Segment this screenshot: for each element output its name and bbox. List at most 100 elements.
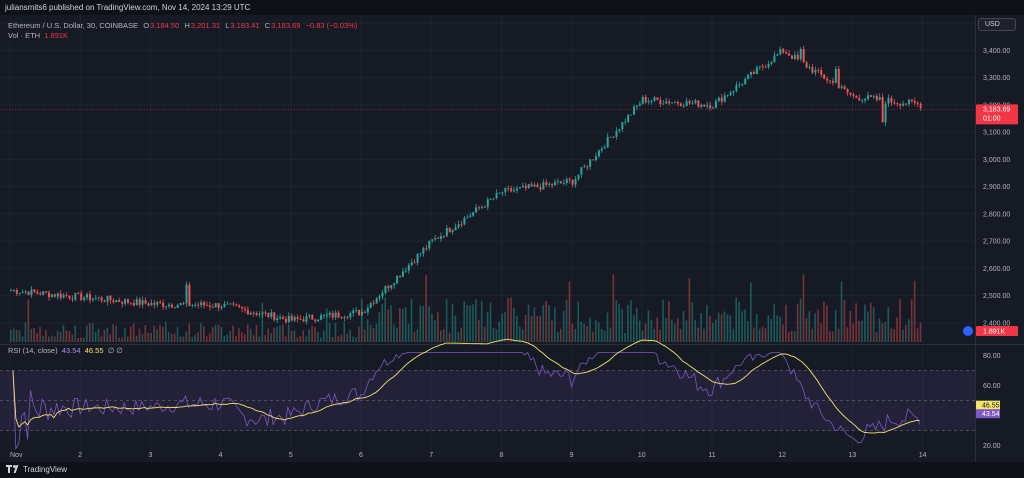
candle-body [741, 84, 744, 86]
volume-bar [513, 307, 515, 342]
volume-bar [539, 315, 542, 342]
price-tick-label: 2,700.00 [983, 239, 1010, 246]
candle-body [320, 315, 323, 320]
candle-body [185, 284, 188, 304]
volume-bar [284, 336, 287, 342]
volume-bar [685, 320, 688, 342]
candle-body [653, 97, 656, 101]
candle-body [325, 314, 328, 316]
chart-area[interactable]: 3,500.003,400.003,300.003,200.003,100.00… [0, 15, 1024, 462]
volume-bar [428, 306, 430, 342]
high-value: 3,201.31 [190, 21, 221, 30]
candle-body [697, 100, 700, 107]
candle-body [24, 291, 27, 293]
volume-bar [165, 321, 167, 342]
volume-bar [261, 302, 264, 342]
candle-body [45, 291, 48, 293]
rsi-tick-label: 80.00 [983, 353, 1001, 360]
candle-body [159, 301, 162, 303]
candle-body [428, 240, 431, 249]
candle-body [688, 101, 691, 104]
volume-bar [372, 327, 375, 342]
current-price-tag [976, 104, 1018, 125]
volume-bar [638, 320, 641, 342]
candle-body [173, 307, 176, 309]
candle-body [223, 303, 226, 307]
time-tick-label: 9 [570, 452, 574, 459]
volume-bar [782, 324, 784, 342]
candle-body [720, 97, 723, 102]
volume-bar [846, 327, 849, 342]
candle-body [182, 303, 185, 304]
candle-body [820, 70, 823, 75]
candle-body [311, 315, 314, 320]
candle-body [244, 308, 246, 310]
candle-body [71, 298, 74, 300]
volume-bar [750, 282, 752, 342]
candle-body [328, 312, 331, 315]
candle-body [109, 295, 112, 301]
volume-bar [255, 324, 258, 342]
candle-body [153, 303, 156, 305]
volume-bar [659, 329, 661, 342]
volume-bar [837, 328, 840, 342]
volume-bar [173, 333, 176, 342]
candle-body [890, 97, 893, 103]
candle-body [129, 302, 132, 304]
volume-bar [244, 334, 246, 342]
candle-body [86, 294, 89, 298]
volume-bar [422, 306, 425, 342]
volume-bar [59, 332, 62, 342]
candle-body [533, 184, 536, 187]
candle-body [776, 54, 779, 56]
candle-body [77, 293, 80, 294]
rsi-legend[interactable]: RSI (14, close) 43.54 46.55 ∅ ∅ [8, 346, 123, 355]
candle-body [592, 159, 595, 161]
candle-body [15, 290, 18, 294]
candle-body [132, 303, 135, 306]
volume-bar [147, 332, 150, 342]
open-value: 3,184.50 [150, 21, 180, 30]
candle-body [633, 106, 636, 115]
candle-body [393, 283, 396, 286]
time-tick-label: 5 [289, 452, 293, 459]
candle-body [106, 295, 109, 302]
candle-body [290, 315, 293, 321]
volume-bar [697, 327, 699, 342]
chart-canvas[interactable]: 3,500.003,400.003,300.003,200.003,100.00… [0, 15, 1024, 462]
rsi-tag [976, 409, 1000, 419]
price-tick-label: 2,800.00 [983, 211, 1010, 218]
volume-bar [773, 303, 776, 342]
volume-bar [662, 299, 664, 342]
candle-body [843, 86, 846, 90]
tradingview-logo[interactable]: TradingView [6, 465, 67, 474]
volume-bar [404, 307, 407, 342]
volume-bar [399, 307, 401, 342]
volume-bar [217, 324, 220, 342]
symbol-legend[interactable]: Ethereum / U.S. Dollar, 30, COINBASE O3,… [8, 21, 358, 30]
high-label: H [184, 21, 190, 30]
volume-bar [896, 317, 898, 342]
candle-body [249, 312, 252, 315]
candle-body [124, 299, 127, 304]
rsi-tick-label: 60.00 [983, 383, 1001, 390]
candle-body [372, 303, 375, 305]
candle-body [551, 183, 554, 186]
candle-body [59, 293, 62, 298]
volume-legend[interactable]: Vol · ETH 1.891K [8, 31, 68, 40]
currency-button[interactable]: USD [978, 18, 1016, 31]
volume-bar [431, 313, 433, 342]
candle-body [156, 301, 159, 305]
candle-body [214, 303, 217, 308]
candle-body [39, 293, 42, 295]
volume-bar [460, 327, 463, 342]
volume-bar [551, 320, 553, 342]
volume-bar [609, 327, 612, 342]
candle-body [586, 166, 589, 168]
time-tick-label: 12 [778, 452, 786, 459]
volume-bar [612, 274, 615, 342]
volume-bar [185, 331, 188, 342]
candle-body [896, 103, 899, 105]
volume-bar [808, 311, 811, 342]
candle-body [68, 295, 71, 299]
